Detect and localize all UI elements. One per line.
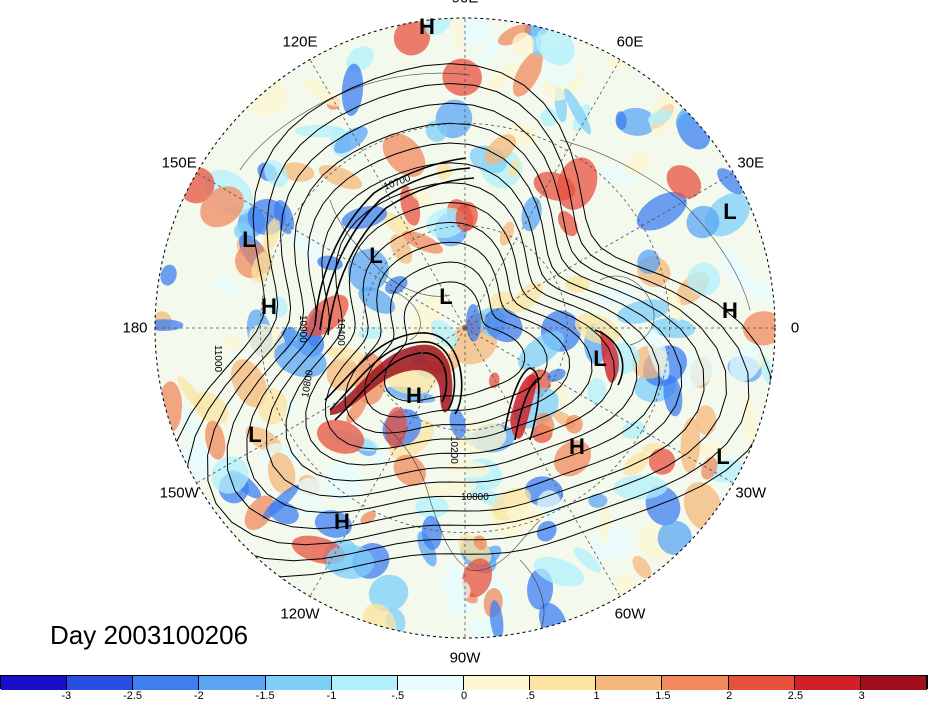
day-title: Day 2003100206 (50, 620, 249, 650)
high-pressure-center: H (406, 383, 422, 408)
colorbar-tick-label: -1 (326, 690, 337, 702)
contour-label: 10200 (448, 436, 459, 464)
colorbar-swatch (530, 676, 597, 690)
colorbar-swatch (1, 676, 68, 690)
low-pressure-center: L (716, 444, 730, 469)
colorbar-tick-label: 2.5 (787, 690, 804, 702)
low-pressure-center: L (439, 284, 453, 309)
longitude-label: 120E (282, 33, 318, 51)
colorbar-tick-label: -2 (193, 690, 204, 702)
colorbar-swatch (794, 676, 861, 690)
contour-label: 10400 (335, 318, 346, 346)
longitude-label: 90E (452, 0, 479, 7)
colorbar-swatch (331, 676, 398, 690)
low-pressure-center: L (242, 227, 256, 252)
colorbar-tick-label: 2 (726, 690, 733, 702)
colorbar-tick-label: -3 (61, 690, 72, 702)
longitude-label: 30E (737, 154, 765, 172)
high-pressure-center: H (722, 298, 738, 323)
colorbar-tick-label: 1 (593, 690, 600, 702)
colorbar-tick-label: -.5 (391, 690, 405, 702)
colorbar-swatch (596, 676, 663, 690)
contour-label: 11000 (212, 345, 223, 373)
colorbar (0, 675, 928, 690)
high-pressure-center: H (569, 434, 585, 459)
anomaly-field (155, 18, 775, 638)
high-pressure-center: H (419, 14, 435, 39)
colorbar-tick-label: 3 (858, 690, 865, 702)
high-pressure-center: H (334, 509, 350, 534)
colorbar-swatch (265, 676, 332, 690)
longitude-label: 60W (614, 605, 646, 623)
longitude-label: 150W (159, 484, 199, 502)
colorbar-swatch (728, 676, 795, 690)
map-boundary (154, 17, 776, 639)
longitude-label: 120W (280, 605, 320, 623)
colorbar-swatch (860, 676, 927, 690)
colorbar-swatch (662, 676, 729, 690)
colorbar-swatch (67, 676, 134, 690)
low-pressure-center: L (369, 243, 383, 268)
high-pressure-center: H (261, 294, 277, 319)
low-pressure-center: L (593, 346, 607, 371)
longitude-label: 90W (449, 649, 481, 667)
contour-label: 10900 (297, 315, 308, 343)
colorbar-swatch (133, 676, 200, 690)
longitude-label: 30W (735, 484, 767, 502)
longitude-label: 60E (616, 33, 644, 51)
colorbar-tick-label: 0 (460, 690, 468, 702)
colorbar-swatch (199, 676, 266, 690)
colorbar-swatch (397, 676, 464, 690)
colorbar-tick-label: 1.5 (655, 690, 671, 702)
colorbar-tick-label: .5 (525, 690, 535, 702)
contour-label: 10800 (300, 369, 316, 399)
contour-label: 10800 (461, 492, 489, 503)
longitude-label: 180 (122, 319, 148, 337)
colorbar-swatch (463, 676, 531, 690)
graticule (155, 18, 775, 638)
low-pressure-center: L (248, 422, 262, 447)
longitude-label: 0 (790, 319, 800, 337)
colorbar-tick-label: -2.5 (123, 690, 143, 702)
longitude-label: 150E (161, 154, 197, 172)
colorbar-tick-label: -1.5 (255, 690, 275, 702)
low-pressure-center: L (723, 199, 737, 224)
